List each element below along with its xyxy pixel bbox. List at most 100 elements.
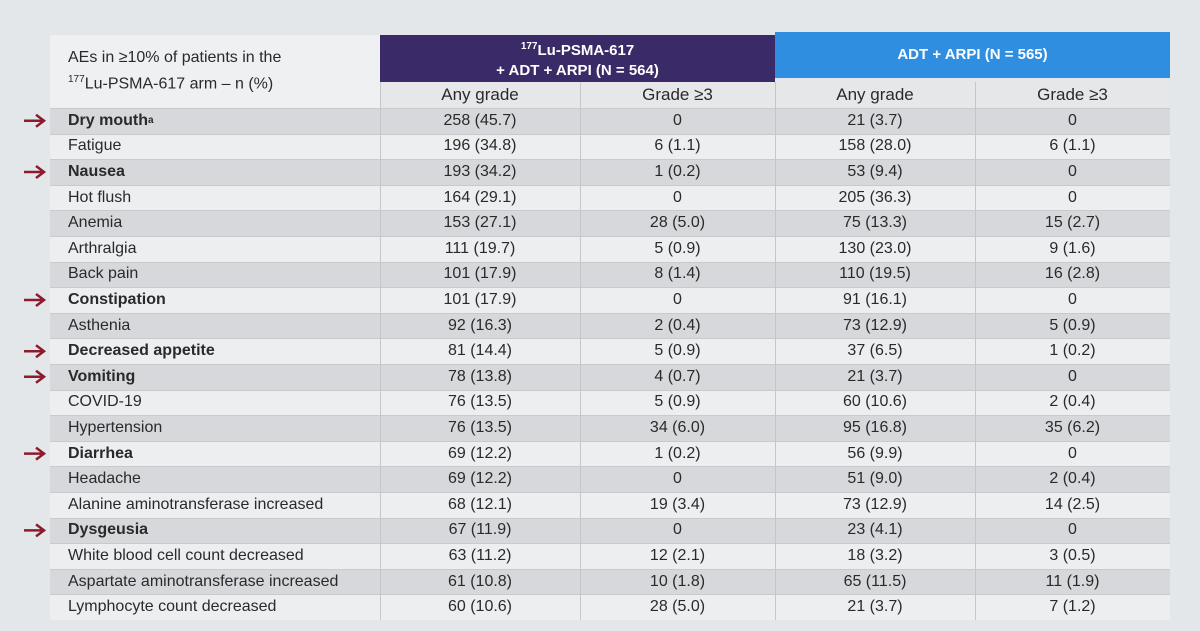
label-text: Back pain bbox=[68, 265, 139, 283]
table-cell: 81 (14.4) bbox=[380, 338, 580, 364]
table-cell: 28 (5.0) bbox=[580, 210, 775, 236]
row-divider bbox=[50, 440, 1170, 442]
table-cell: 34 (6.0) bbox=[580, 415, 775, 441]
row-label: COVID-19 bbox=[50, 389, 380, 416]
label-text: Anemia bbox=[68, 214, 123, 232]
row-label: Arthralgia bbox=[50, 236, 380, 262]
label-text: Diarrhea bbox=[68, 444, 133, 462]
column-header: Grade ≥3 bbox=[580, 82, 775, 108]
row-label: Dry mouth a bbox=[50, 108, 380, 134]
table-cell: 110 (19.5) bbox=[775, 261, 975, 288]
row-divider bbox=[50, 517, 1170, 519]
table-cell: 21 (3.7) bbox=[775, 108, 975, 134]
table-cell: 28 (5.0) bbox=[580, 594, 775, 620]
table-cell: 73 (12.9) bbox=[775, 312, 975, 339]
label-text: White blood cell count decreased bbox=[68, 546, 304, 564]
row-label: Constipation bbox=[50, 287, 380, 313]
table-cell: 158 (28.0) bbox=[775, 133, 975, 160]
row-divider bbox=[50, 364, 1170, 365]
column-divider bbox=[975, 82, 976, 620]
table-cell: 76 (13.5) bbox=[380, 415, 580, 441]
table-cell: 164 (29.1) bbox=[380, 184, 580, 211]
table-cell: 101 (17.9) bbox=[380, 261, 580, 288]
table-cell: 0 bbox=[975, 440, 1170, 467]
table-cell: 6 (1.1) bbox=[975, 133, 1170, 160]
arrow bbox=[24, 165, 47, 179]
table-cell: 4 (0.7) bbox=[580, 364, 775, 390]
row-label: Alanine aminotransferase increased bbox=[50, 492, 380, 518]
row-divider bbox=[50, 492, 1170, 493]
table-cell: 0 bbox=[975, 364, 1170, 390]
table-cell: 19 (3.4) bbox=[580, 492, 775, 518]
table-cell: 63 (11.2) bbox=[380, 543, 580, 569]
label-text: Hypertension bbox=[68, 418, 163, 436]
table-cell: 5 (0.9) bbox=[580, 236, 775, 262]
arrow bbox=[24, 523, 47, 538]
table-cell: 91 (16.1) bbox=[775, 287, 975, 313]
table-cell: 1 (0.2) bbox=[580, 440, 775, 467]
table-cell: 101 (17.9) bbox=[380, 287, 580, 313]
label-text: Aspartate aminotransferase increased bbox=[68, 572, 339, 590]
table-cell: 95 (16.8) bbox=[775, 415, 975, 441]
footnote-mark: a bbox=[148, 115, 154, 127]
table-cell: 1 (0.2) bbox=[580, 159, 775, 185]
table-cell: 51 (9.0) bbox=[775, 466, 975, 492]
table-cell: 130 (23.0) bbox=[775, 236, 975, 262]
table-cell: 5 (0.9) bbox=[580, 338, 775, 364]
row-divider bbox=[50, 312, 1170, 314]
table-cell: 37 (6.5) bbox=[775, 338, 975, 364]
row-label: Anemia bbox=[50, 210, 380, 236]
table-cell: 21 (3.7) bbox=[775, 364, 975, 390]
row-label: Asthenia bbox=[50, 312, 380, 339]
table-cell: 0 bbox=[975, 517, 1170, 544]
title-line: 177Lu-PSMA-617 arm – n (%) bbox=[68, 69, 273, 95]
superscript: 177 bbox=[520, 40, 538, 52]
table-cell: 0 bbox=[580, 517, 775, 544]
row-label: White blood cell count decreased bbox=[50, 543, 380, 569]
label-text: Decreased appetite bbox=[68, 342, 215, 360]
row-divider bbox=[50, 466, 1170, 468]
table-cell: 69 (12.2) bbox=[380, 466, 580, 492]
title-line: AEs in ≥10% of patients in the bbox=[68, 49, 282, 67]
table-cell: 0 bbox=[975, 184, 1170, 211]
table-cell: 8 (1.4) bbox=[580, 261, 775, 288]
column-header: Any grade bbox=[775, 82, 975, 108]
table-cell: 92 (16.3) bbox=[380, 312, 580, 339]
table-cell: 7 (1.2) bbox=[975, 594, 1170, 620]
label-text: Vomiting bbox=[68, 367, 136, 385]
table-cell: 18 (3.2) bbox=[775, 543, 975, 569]
label-text: Headache bbox=[68, 470, 141, 488]
group-line: + ADT + ARPI (N = 564) bbox=[496, 61, 659, 79]
row-label: Vomiting bbox=[50, 364, 380, 390]
row-divider bbox=[50, 133, 1170, 135]
arrow bbox=[24, 369, 47, 384]
superscript: 177 bbox=[68, 74, 85, 86]
table-cell: 2 (0.4) bbox=[975, 466, 1170, 492]
table-cell: 14 (2.5) bbox=[975, 492, 1170, 518]
group-line: 177Lu-PSMA-617 bbox=[521, 37, 634, 61]
table-cell: 0 bbox=[975, 108, 1170, 134]
row-label: Aspartate aminotransferase increased bbox=[50, 568, 380, 595]
label-text: Alanine aminotransferase increased bbox=[68, 495, 324, 513]
table-cell: 0 bbox=[580, 184, 775, 211]
table-cell: 60 (10.6) bbox=[775, 389, 975, 416]
table-cell: 0 bbox=[580, 287, 775, 313]
arrow bbox=[24, 446, 47, 461]
table-cell: 193 (34.2) bbox=[380, 159, 580, 185]
table-cell: 205 (36.3) bbox=[775, 184, 975, 211]
column-header: Grade ≥3 bbox=[975, 82, 1170, 108]
group-header: 177Lu-PSMA-617 + ADT + ARPI (N = 564) bbox=[380, 35, 775, 82]
label-text: Dry mouth bbox=[68, 111, 148, 129]
table-cell: 5 (0.9) bbox=[580, 389, 775, 416]
row-label: Headache bbox=[50, 466, 380, 492]
table-cell: 2 (0.4) bbox=[580, 312, 775, 339]
label-text: Constipation bbox=[68, 290, 166, 308]
row-label: Decreased appetite bbox=[50, 338, 380, 364]
table-cell: 6 (1.1) bbox=[580, 133, 775, 160]
table-cell: 16 (2.8) bbox=[975, 261, 1170, 288]
table-cell: 10 (1.8) bbox=[580, 568, 775, 595]
row-divider bbox=[50, 287, 1170, 289]
row-label: Back pain bbox=[50, 261, 380, 288]
